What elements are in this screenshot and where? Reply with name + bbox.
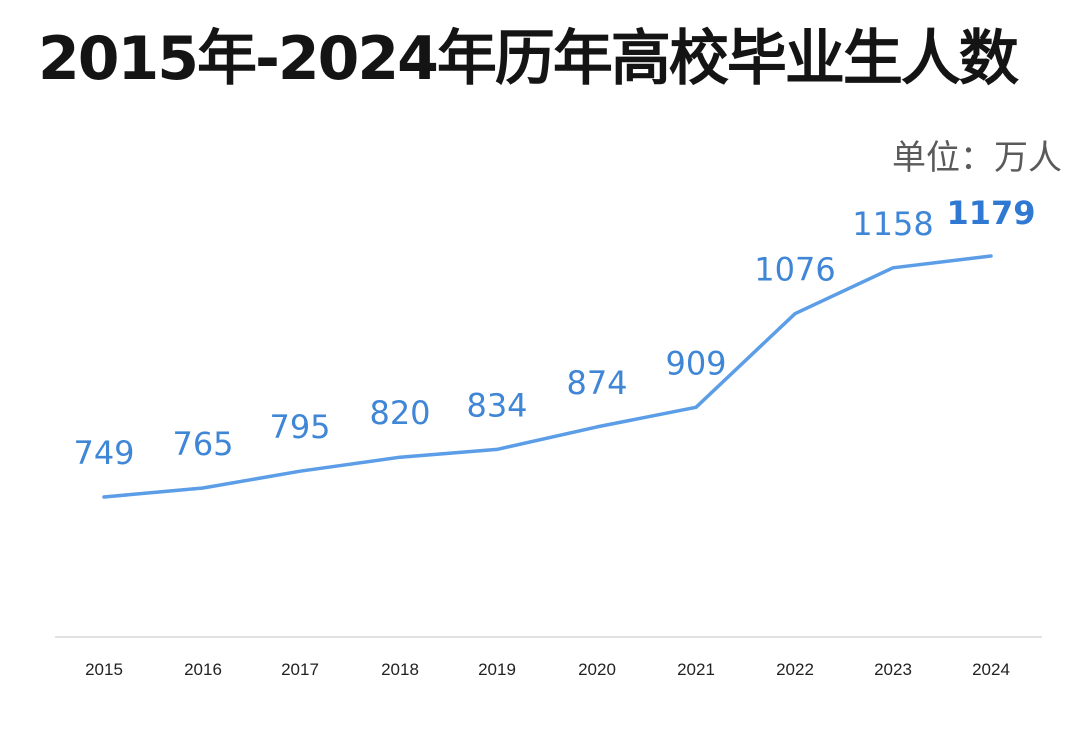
- unit-label: 单位：万人: [892, 138, 1062, 178]
- value-labels: 749 765 795 820 834 874 909 1076 1158 1179: [73, 194, 1035, 472]
- x-tick-label-2018: 2018: [381, 660, 419, 679]
- value-label-2024: 1179: [946, 194, 1035, 232]
- value-label-2021: 909: [665, 344, 726, 382]
- value-label-2020: 874: [566, 364, 627, 402]
- x-tick-label-2019: 2019: [478, 660, 516, 679]
- value-label-2022: 1076: [754, 251, 835, 289]
- x-tick-label-2023: 2023: [874, 660, 912, 679]
- value-label-2017: 795: [269, 408, 330, 446]
- value-label-2016: 765: [172, 425, 233, 463]
- x-tick-label-2015: 2015: [85, 660, 123, 679]
- x-tick-label-2017: 2017: [281, 660, 319, 679]
- page-title: 2015年-2024年历年高校毕业生人数: [38, 24, 1019, 94]
- x-tick-label-2022: 2022: [776, 660, 814, 679]
- value-label-2023: 1158: [852, 205, 933, 243]
- drop-lines: [103, 256, 992, 637]
- x-tick-label-2024: 2024: [972, 660, 1010, 679]
- value-label-2015: 749: [73, 434, 134, 472]
- series-line: [102, 254, 993, 499]
- value-label-2018: 820: [369, 394, 430, 432]
- x-tick-label-2021: 2021: [677, 660, 715, 679]
- value-label-2019: 834: [466, 386, 527, 424]
- x-tick-label-2016: 2016: [184, 660, 222, 679]
- x-tick-label-2020: 2020: [578, 660, 616, 679]
- x-axis-labels: 2015 2016 2017 2018 2019 2020 2021 2022 2023 2024: [85, 660, 1010, 679]
